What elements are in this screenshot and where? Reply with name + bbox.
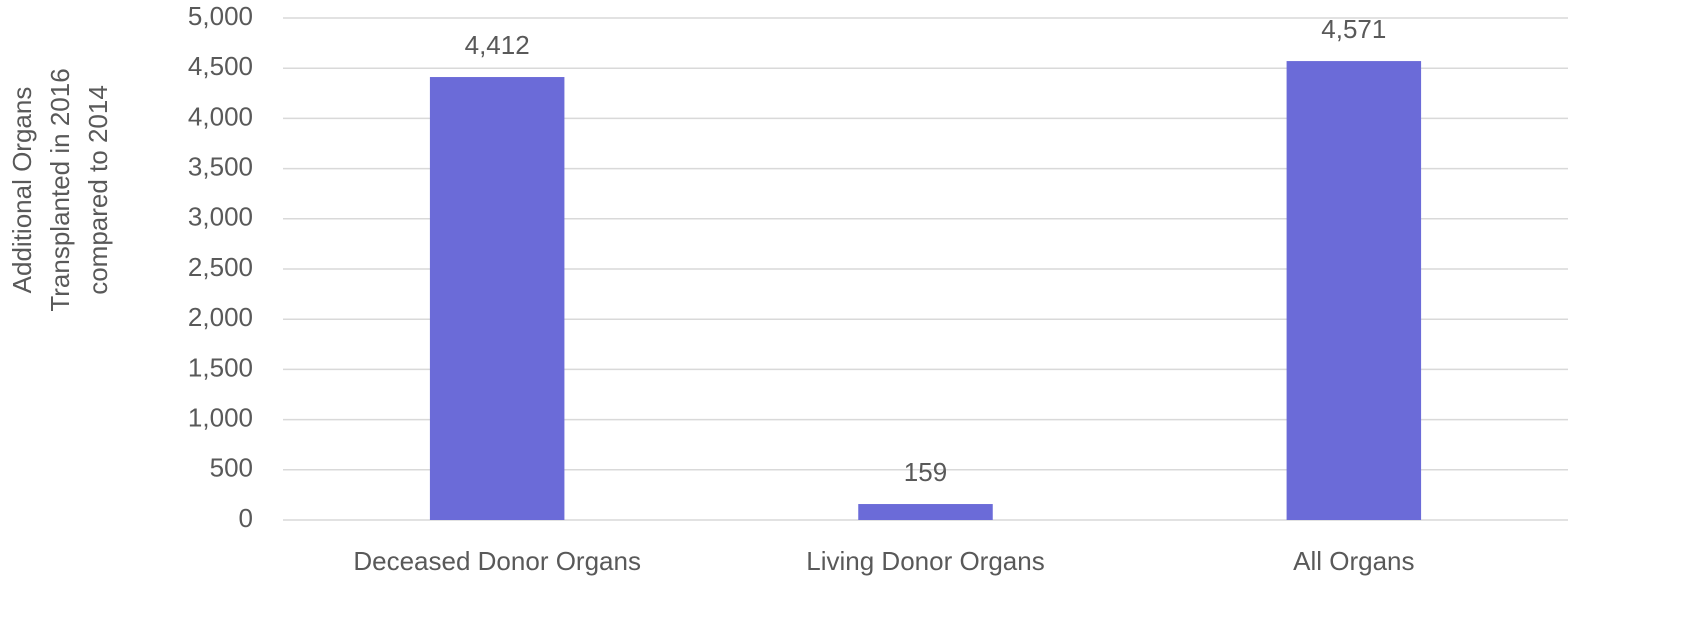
- data-label: 4,412: [465, 30, 530, 60]
- y-tick-label: 2,500: [188, 252, 253, 282]
- data-label: 4,571: [1321, 14, 1386, 44]
- x-tick-label: Deceased Donor Organs: [353, 546, 641, 576]
- y-tick-label: 5,000: [188, 1, 253, 31]
- y-axis-label: compared to 2014: [83, 85, 113, 295]
- y-tick-label: 1,500: [188, 352, 253, 382]
- x-tick-label: All Organs: [1293, 546, 1414, 576]
- y-tick-label: 2,000: [188, 302, 253, 332]
- y-tick-label: 3,500: [188, 151, 253, 181]
- y-axis-label: Transplanted in 2016: [45, 68, 75, 311]
- y-axis-label: Additional Organs: [7, 87, 37, 294]
- bar: [429, 77, 565, 520]
- y-tick-label: 0: [239, 503, 253, 533]
- bar: [858, 504, 993, 520]
- y-tick-label: 4,500: [188, 51, 253, 81]
- bar: [1286, 61, 1422, 521]
- data-label: 159: [904, 457, 947, 487]
- y-tick-label: 4,000: [188, 101, 253, 131]
- y-tick-label: 500: [210, 453, 253, 483]
- y-tick-label: 3,000: [188, 202, 253, 232]
- y-tick-label: 1,000: [188, 402, 253, 432]
- x-tick-label: Living Donor Organs: [806, 546, 1044, 576]
